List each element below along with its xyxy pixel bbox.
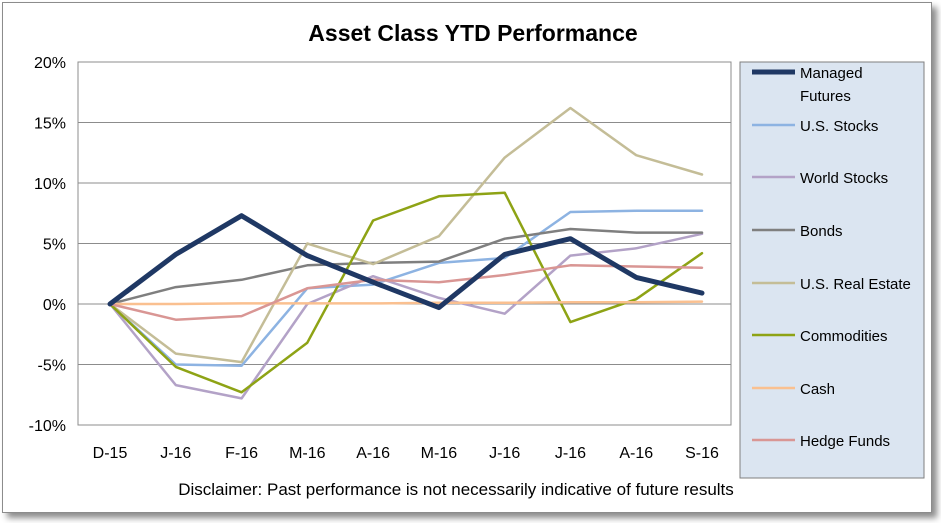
y-tick-label: 15% [34,116,66,133]
series-line-u-s-real-estate [108,106,704,364]
x-axis-ticks: D-15 J-16 F-16 M-16 A-16 M-16 J-16 J-16 A-16 S-16 [93,445,719,462]
legend-label: U.S. Stocks [800,118,878,135]
series-line-cash [108,300,704,306]
legend: Managed Futures U.S. Stocks World Stocks Bon… [752,65,911,450]
x-tick-label: J-16 [555,445,586,462]
legend-label: World Stocks [800,170,888,187]
y-tick-label: 5% [43,237,66,254]
y-axis-ticks: 20% 15% 10% 5% 0% -5% -10% [29,55,66,435]
x-tick-label: J-16 [489,445,520,462]
disclaimer-text: Disclaimer: Past performance is not nece… [178,480,734,499]
series-line-commodities [108,191,704,394]
legend-label: Bonds [800,223,843,240]
legend-label: Managed [800,65,863,82]
x-tick-label: M-16 [289,445,326,462]
legend-label: Futures [800,88,851,105]
legend-label: Commodities [800,328,888,345]
x-tick-label: S-16 [685,445,719,462]
legend-label: Cash [800,381,835,398]
chart-frame: Asset Class YTD Performance 20% 15% 10% 5% 0… [2,2,932,513]
y-tick-label: 0% [43,297,66,314]
legend-label: U.S. Real Estate [800,276,911,293]
legend-box [739,61,925,479]
legend-label: Hedge Funds [800,433,890,450]
series-line-hedge-funds [108,264,704,321]
y-tick-label: 10% [34,176,66,193]
y-tick-label: -10% [29,418,66,435]
x-tick-label: J-16 [160,445,191,462]
x-tick-label: D-15 [93,445,128,462]
x-tick-label: F-16 [225,445,258,462]
x-tick-label: A-16 [356,445,390,462]
series-lines [107,106,705,400]
series-line-world-stocks [108,232,704,400]
y-tick-label: 20% [34,55,66,72]
y-tick-label: -5% [38,358,66,375]
series-line-bonds [108,227,704,306]
line-chart: Asset Class YTD Performance 20% 15% 10% 5% 0… [29,20,925,499]
x-tick-label: M-16 [421,445,458,462]
series-line-u-s-stocks [108,209,704,367]
chart-title: Asset Class YTD Performance [308,20,637,46]
series-line-managed-futures [107,213,705,311]
x-tick-label: A-16 [619,445,653,462]
